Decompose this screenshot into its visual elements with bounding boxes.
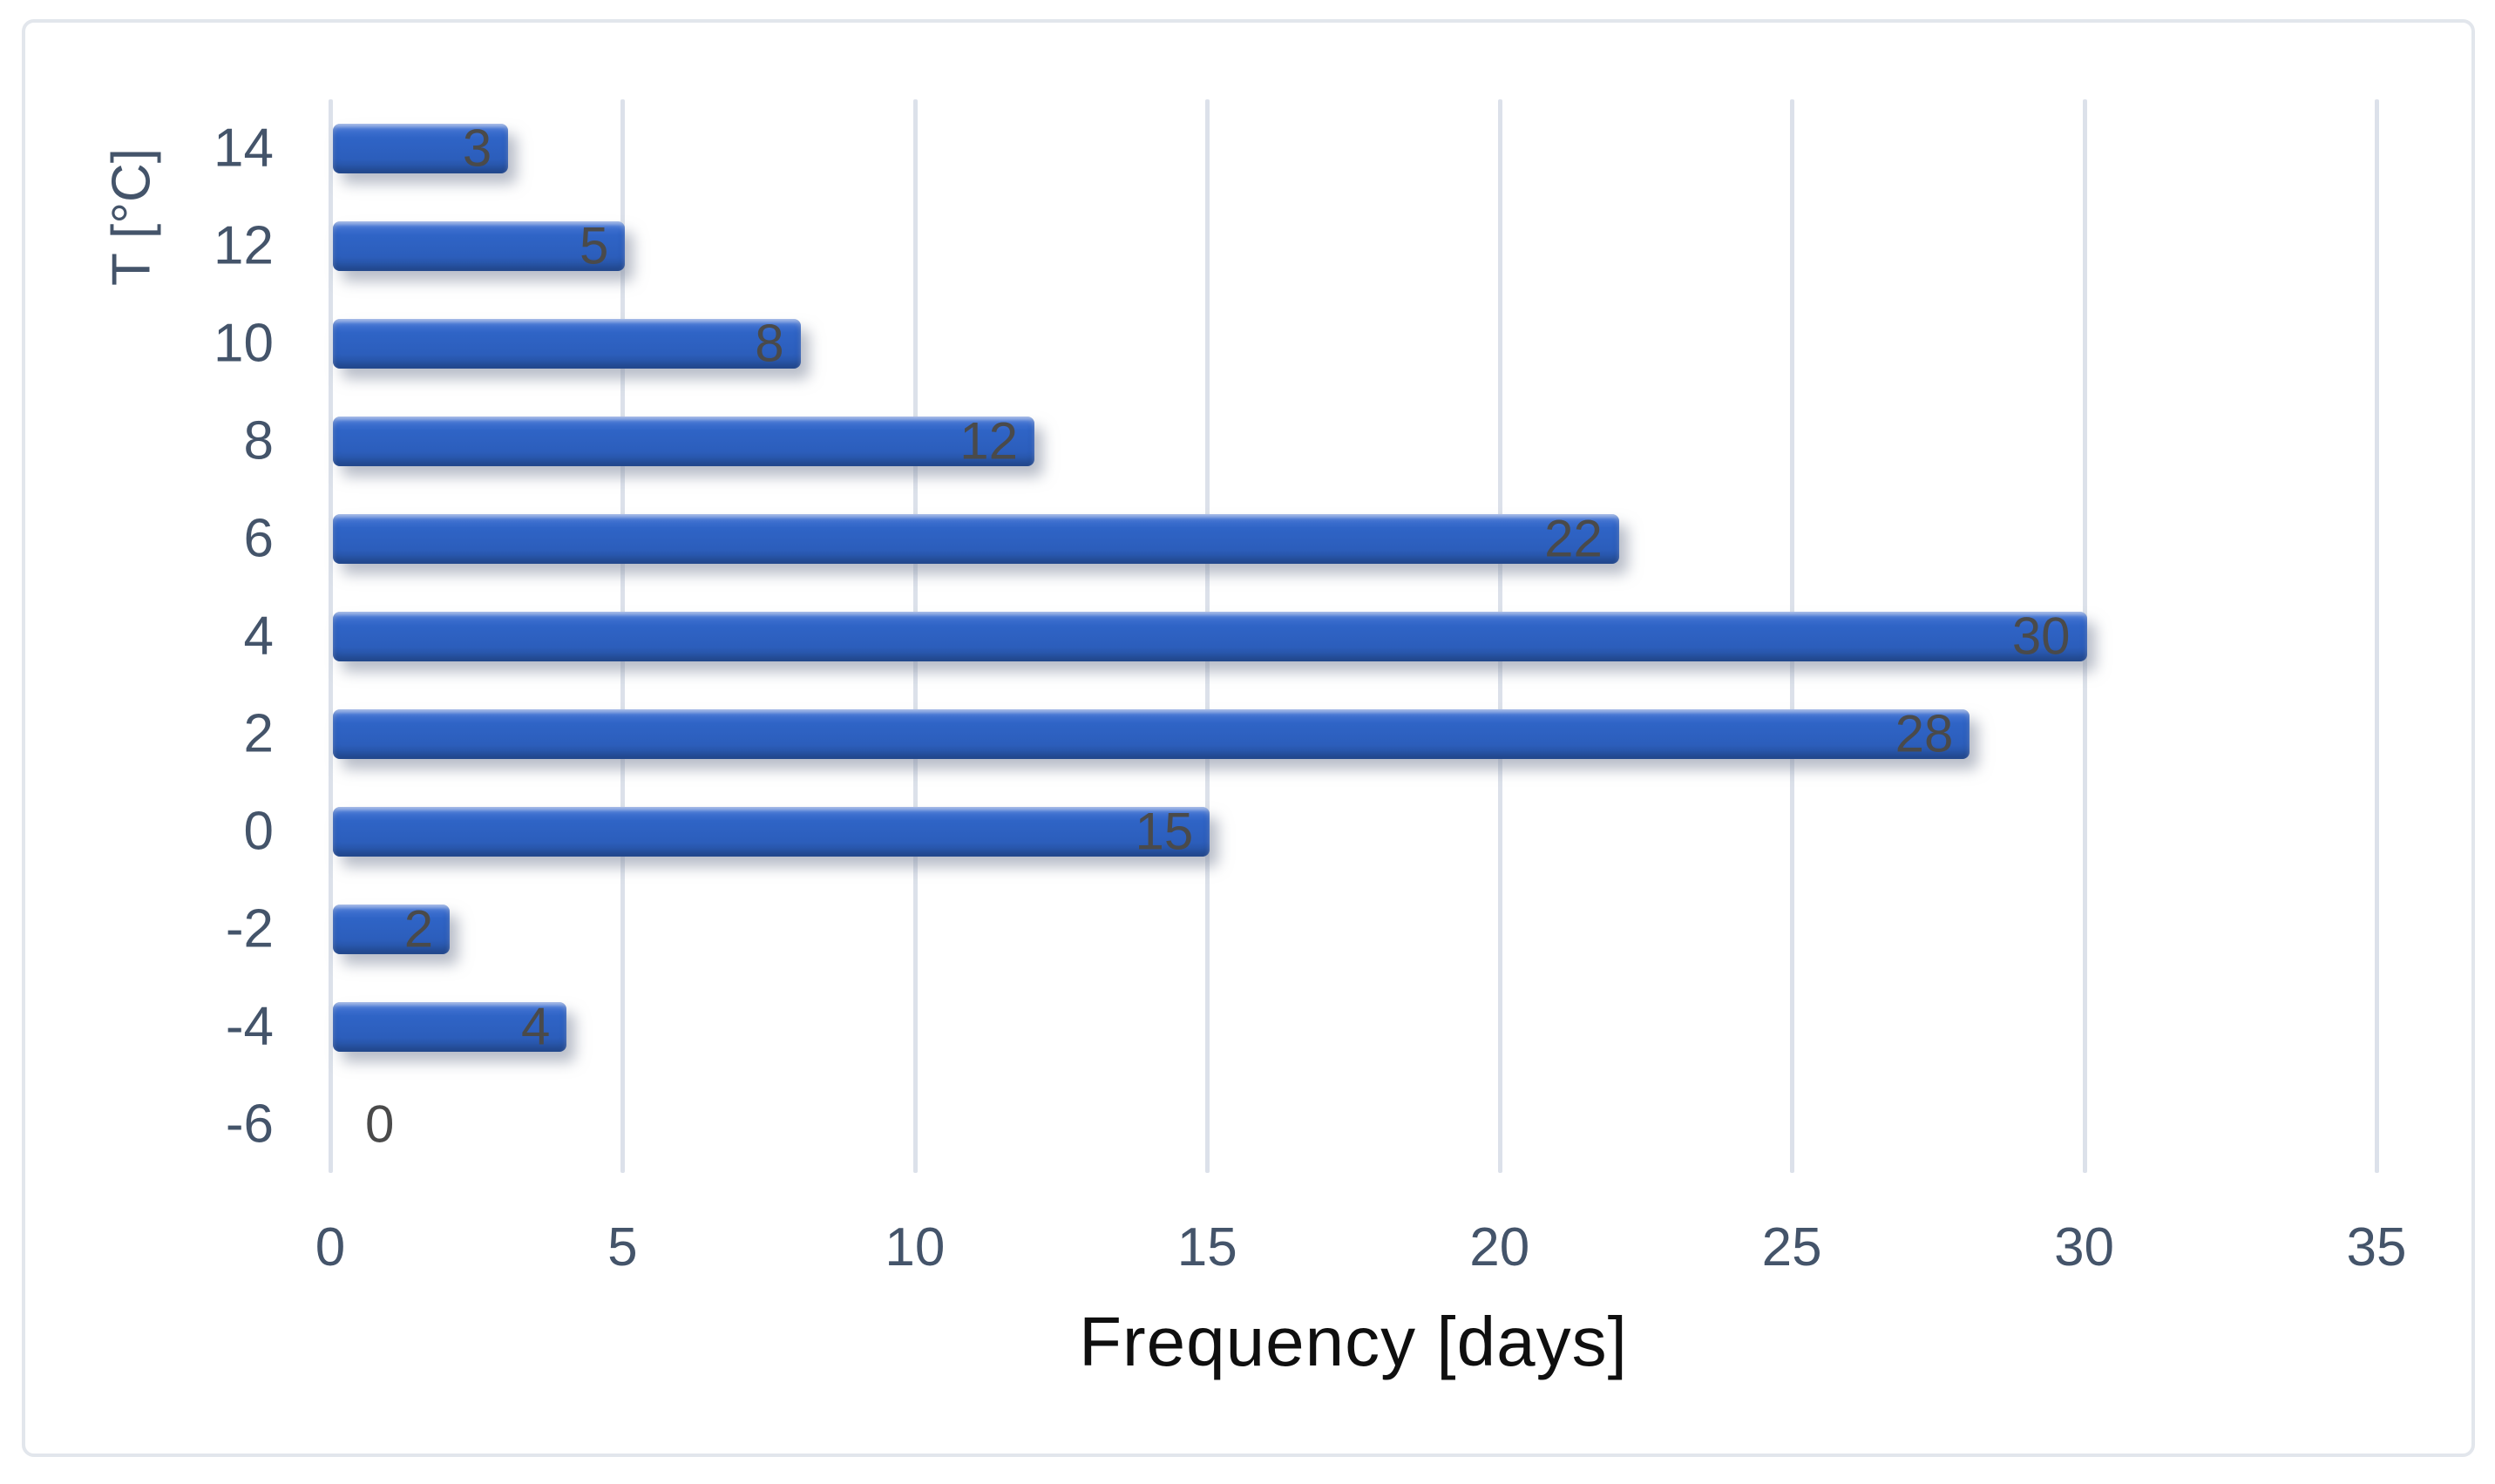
bar[interactable] (333, 123, 509, 173)
x-tick-label: 10 (885, 1217, 946, 1277)
bar-value-label: 8 (755, 314, 784, 373)
x-tick-label: 25 (1761, 1217, 1822, 1277)
bar[interactable] (333, 611, 2087, 661)
bar-value-label: 15 (1135, 802, 1194, 861)
category-label: -4 (225, 996, 274, 1057)
x-tick-label: 15 (1176, 1217, 1237, 1277)
bar-value-label: 30 (2011, 606, 2071, 666)
x-axis-title: Frequency [days] (1079, 1303, 1628, 1380)
gridline (329, 99, 333, 1173)
bar-value-label: 22 (1544, 509, 1603, 568)
bar-value-label: 12 (959, 411, 1019, 471)
chart-frame: T [°C] 3 5 8 12 22 30 28 15 2 4 0 14 12 10 8 6 4 2 0 -2 -4-… (22, 19, 2475, 1457)
category-label: -2 (225, 898, 274, 959)
category-label: 8 (243, 410, 274, 471)
bar-value-label: 2 (403, 899, 434, 959)
category-label: 10 (214, 313, 274, 374)
x-tick-label: 20 (1469, 1217, 1530, 1277)
category-label: 6 (243, 508, 274, 569)
x-axis-tick-labels: 0 5 10 15 20 25 30 35 (315, 1216, 2407, 1286)
bar[interactable] (333, 708, 1970, 759)
plot-area: 3 5 8 12 22 30 28 15 2 4 0 (329, 99, 2379, 1173)
category-label: 0 (243, 801, 274, 862)
bar-value-label: 28 (1895, 704, 1954, 763)
category-label: 14 (214, 118, 274, 179)
bar[interactable] (333, 318, 801, 369)
x-tick-label: 5 (607, 1217, 638, 1277)
bar[interactable] (333, 904, 451, 954)
category-label: 2 (243, 703, 274, 764)
category-label: 12 (214, 215, 274, 276)
category-label: -6 (225, 1094, 274, 1155)
category-label: 4 (243, 606, 274, 667)
bar[interactable] (333, 1001, 567, 1052)
bar-value-label: 3 (462, 119, 492, 178)
bar-value-label: 5 (580, 216, 609, 275)
bar[interactable] (333, 806, 1210, 857)
bar[interactable] (333, 416, 1035, 466)
bar-value-label: 4 (520, 997, 551, 1056)
x-tick-label: 35 (2346, 1217, 2407, 1277)
bar[interactable] (333, 513, 1619, 564)
x-tick-label: 0 (315, 1217, 346, 1277)
bar-value-label: 0 (365, 1094, 395, 1154)
bar[interactable] (333, 220, 626, 271)
gridline (2375, 99, 2379, 1173)
x-tick-label: 30 (2054, 1217, 2115, 1277)
y-axis-tick-labels: 14 12 10 8 6 4 2 0 -2 -4 -6 (25, 99, 274, 1173)
